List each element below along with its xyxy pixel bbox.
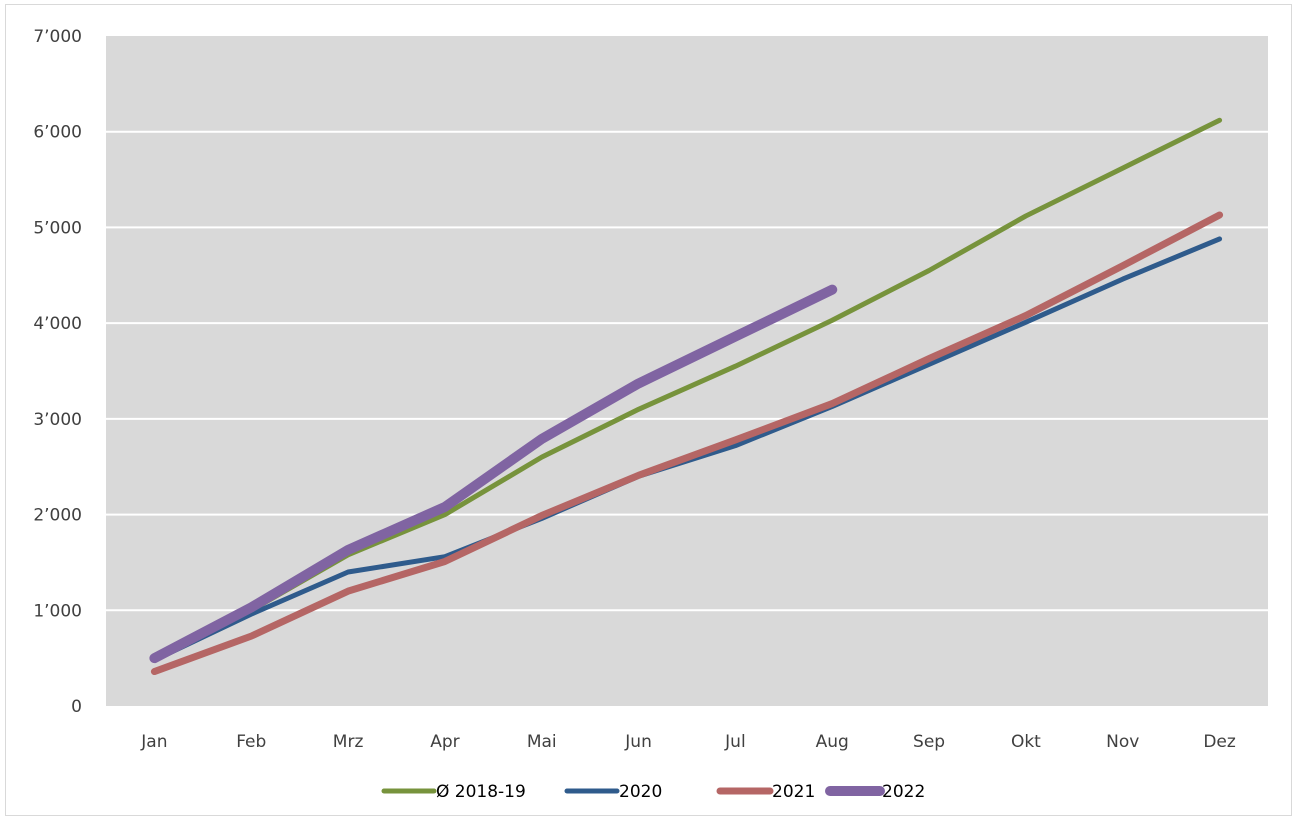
series-lines: [149, 117, 1224, 676]
y-tick-label: 0: [71, 697, 82, 717]
x-tick-label: Jun: [624, 732, 652, 752]
x-tick-label: Okt: [1011, 732, 1041, 752]
series-line-3: [150, 211, 1224, 676]
series-line-4: [149, 284, 838, 664]
y-axis: 0 1’000 2’000 3’000 4’000 5’000 6’000 7’000: [33, 27, 82, 717]
y-tick-label: 2’000: [33, 506, 82, 526]
y-tick-label: 7’000: [33, 27, 82, 47]
x-tick-label: Mrz: [333, 732, 364, 752]
legend-label: 2022: [882, 782, 925, 802]
x-tick-label: Jan: [140, 732, 167, 752]
y-tick-label: 4’000: [33, 314, 82, 334]
y-tick-label: 1’000: [33, 601, 82, 621]
x-tick-label: Sep: [913, 732, 945, 752]
y-tick-label: 5’000: [33, 218, 82, 238]
x-axis: Jan Feb Mrz Apr Mai Jun Jul Aug Sep Okt Nov Dez: [140, 732, 1236, 752]
legend-label: 2020: [619, 782, 662, 802]
x-tick-label: Nov: [1106, 732, 1139, 752]
legend-label: 2021: [772, 782, 815, 802]
x-tick-label: Jul: [724, 732, 746, 752]
x-tick-label: Apr: [430, 732, 459, 752]
x-tick-label: Feb: [236, 732, 266, 752]
y-tick-label: 3’000: [33, 410, 82, 430]
x-tick-label: Dez: [1203, 732, 1236, 752]
legend: Ø 2018-19 2020 2021 2022: [381, 782, 925, 802]
legend-label: Ø 2018-19: [436, 782, 526, 802]
plot-area: [106, 36, 1268, 706]
x-tick-label: Mai: [527, 732, 557, 752]
x-tick-label: Aug: [816, 732, 849, 752]
y-tick-label: 6’000: [33, 123, 82, 143]
